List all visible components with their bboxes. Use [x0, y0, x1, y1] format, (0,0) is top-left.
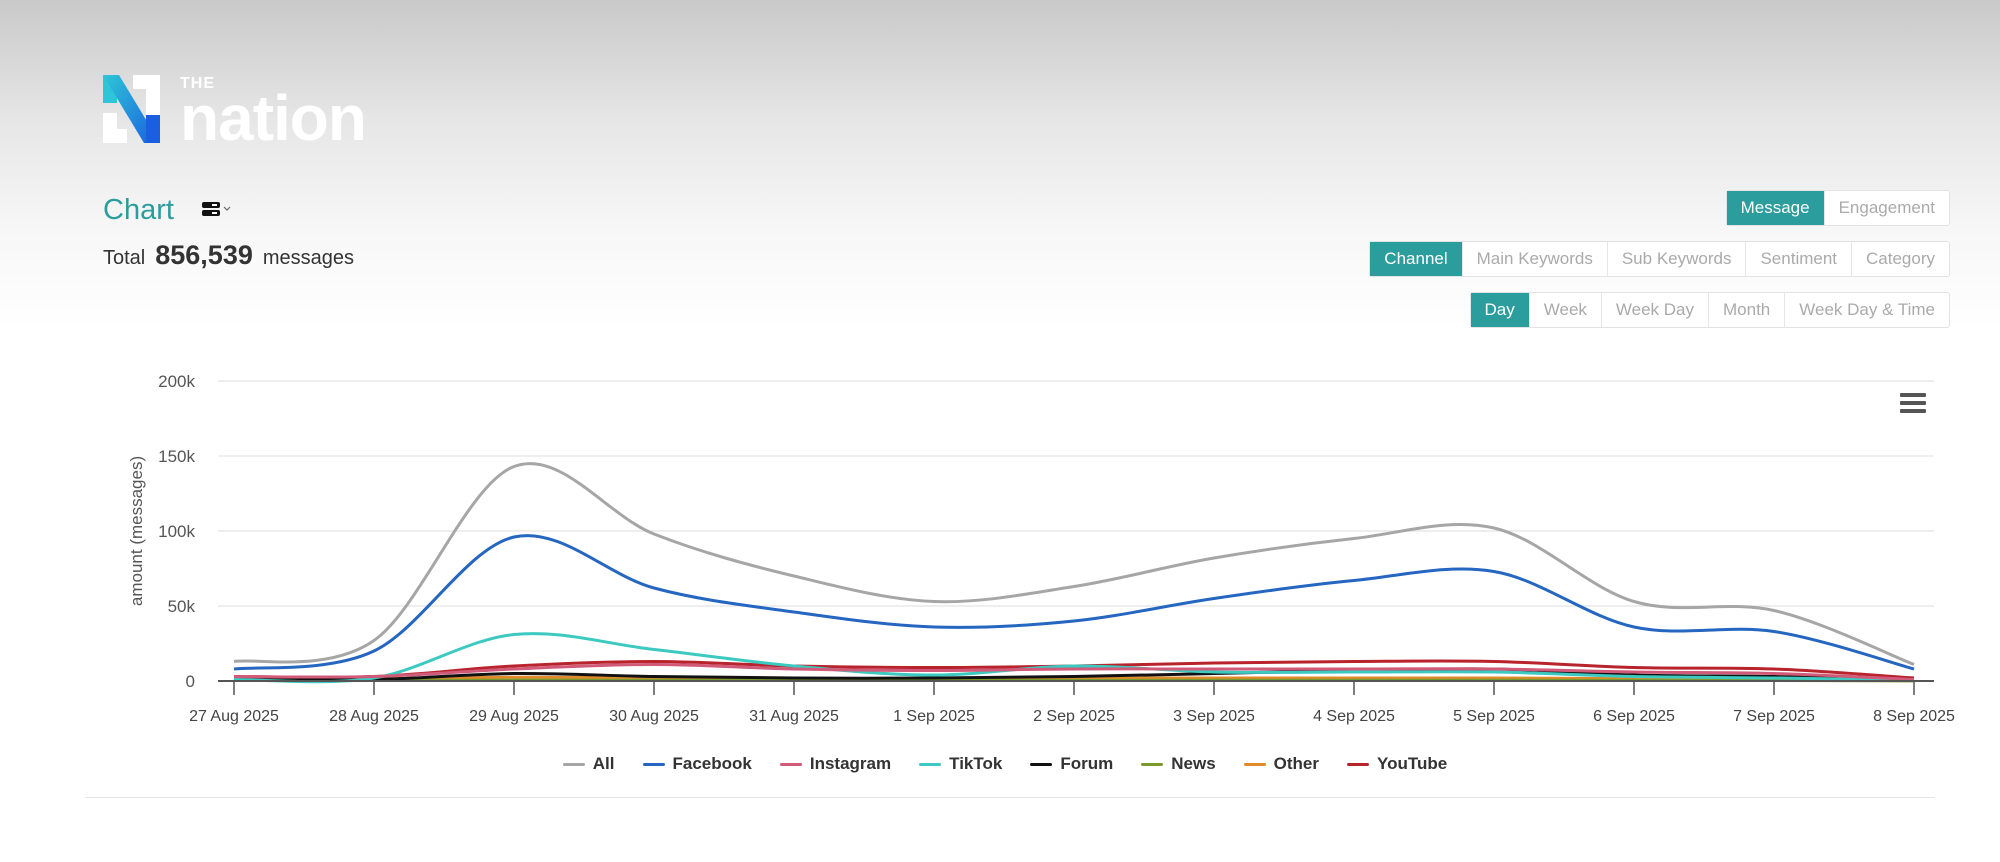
x-tick-label: 28 Aug 2025 [329, 708, 419, 725]
legend-item-instagram[interactable]: Instagram [779, 754, 892, 774]
chart-legend: All Facebook Instagram TikTok Forum News Other… [0, 754, 2000, 774]
legend-item-all[interactable]: All [562, 754, 615, 774]
the-nation-logo: THE nation [103, 73, 460, 154]
legend-swatch [1141, 762, 1164, 766]
tab-day[interactable]: Day [1470, 293, 1530, 327]
metric-tabs: Message Engagement [1725, 190, 1950, 226]
y-tick-label: 50k [168, 597, 196, 616]
legend-swatch [919, 762, 942, 766]
line-chart: 0 50k 100k 150k 200k amount (messages) 27 Aug … [127, 372, 1955, 725]
tab-week-day-time[interactable]: Week Day & Time [1799, 300, 1935, 319]
legend-label: Other [1273, 754, 1319, 773]
legend-swatch [1243, 762, 1266, 766]
server-stack-icon [202, 202, 220, 216]
legend-item-other[interactable]: Other [1243, 754, 1319, 774]
tab-month[interactable]: Month [1709, 293, 1786, 327]
series-line-tiktok [233, 632, 1915, 684]
legend-item-facebook[interactable]: Facebook [642, 754, 752, 774]
x-tick-label: 7 Sep 2025 [1733, 708, 1815, 725]
y-tick-label: 200k [158, 372, 195, 391]
tab-sentiment[interactable]: Sentiment [1746, 242, 1853, 276]
y-tick-label: 0 [186, 672, 195, 691]
x-tick-label: 29 Aug 2025 [469, 708, 559, 725]
legend-label: YouTube [1377, 754, 1448, 773]
tab-engagement[interactable]: Engagement [1838, 198, 1935, 217]
view-type-dropdown[interactable] [202, 201, 231, 217]
x-tick-label: 27 Aug 2025 [189, 708, 279, 725]
series-line-other [233, 675, 1915, 683]
legend-swatch [562, 762, 585, 766]
chevron-down-icon [223, 206, 231, 211]
legend-label: News [1171, 754, 1216, 773]
page-title: Chart [103, 194, 174, 226]
y-tick-label: 150k [158, 447, 195, 466]
legend-swatch [1030, 762, 1053, 766]
x-tick-label: 5 Sep 2025 [1453, 708, 1535, 725]
legend-item-tiktok[interactable]: TikTok [919, 754, 1002, 774]
legend-label: TikTok [949, 754, 1003, 773]
period-tabs: Day Week Week Day Month Week Day & Time [1469, 292, 1950, 328]
legend-item-youtube[interactable]: YouTube [1347, 754, 1447, 774]
series-line-all [233, 462, 1915, 666]
legend-item-news[interactable]: News [1141, 754, 1216, 774]
x-tick-label: 6 Sep 2025 [1593, 708, 1675, 725]
logo-nation-text: nation [180, 82, 367, 154]
logo-the-text: THE [180, 75, 215, 92]
hamburger-menu-icon[interactable] [1900, 393, 1926, 415]
x-tick-label: 8 Sep 2025 [1873, 708, 1955, 725]
legend-swatch [1347, 762, 1369, 766]
x-tick-label: 1 Sep 2025 [893, 708, 975, 725]
tab-category[interactable]: Category [1866, 249, 1935, 268]
series-line-facebook [233, 534, 1915, 671]
total-label: Total [103, 247, 146, 269]
legend-swatch [779, 762, 802, 766]
y-tick-label: 100k [158, 522, 195, 541]
legend-item-forum[interactable]: Forum [1030, 754, 1113, 774]
x-tick-label: 3 Sep 2025 [1173, 708, 1255, 725]
tab-channel[interactable]: Channel [1370, 242, 1463, 276]
tab-week[interactable]: Week [1530, 293, 1602, 327]
logo-n-mark [103, 75, 160, 143]
x-tick-label: 31 Aug 2025 [749, 708, 839, 725]
legend-label: Instagram [809, 754, 892, 773]
group-by-tabs: Channel Main Keywords Sub Keywords Sentimen… [1369, 241, 1950, 277]
total-summary: Total 856,539 messages [103, 240, 354, 271]
x-tick-label: 2 Sep 2025 [1033, 708, 1115, 725]
total-value: 856,539 [155, 240, 253, 270]
tab-main-keywords[interactable]: Main Keywords [1463, 242, 1608, 276]
total-unit: messages [262, 247, 355, 269]
tab-message[interactable]: Message [1726, 191, 1825, 225]
legend-label: Forum [1060, 754, 1114, 773]
legend-label: Facebook [672, 754, 752, 773]
x-tick-label: 30 Aug 2025 [609, 708, 699, 725]
y-axis-label: amount (messages) [127, 456, 146, 606]
legend-swatch [642, 762, 665, 766]
x-tick-label: 4 Sep 2025 [1313, 708, 1395, 725]
divider [85, 797, 1935, 798]
tab-sub-keywords[interactable]: Sub Keywords [1608, 242, 1747, 276]
series-line-instagram [233, 662, 1915, 681]
tab-week-day[interactable]: Week Day [1602, 293, 1710, 327]
legend-label: All [592, 754, 615, 773]
